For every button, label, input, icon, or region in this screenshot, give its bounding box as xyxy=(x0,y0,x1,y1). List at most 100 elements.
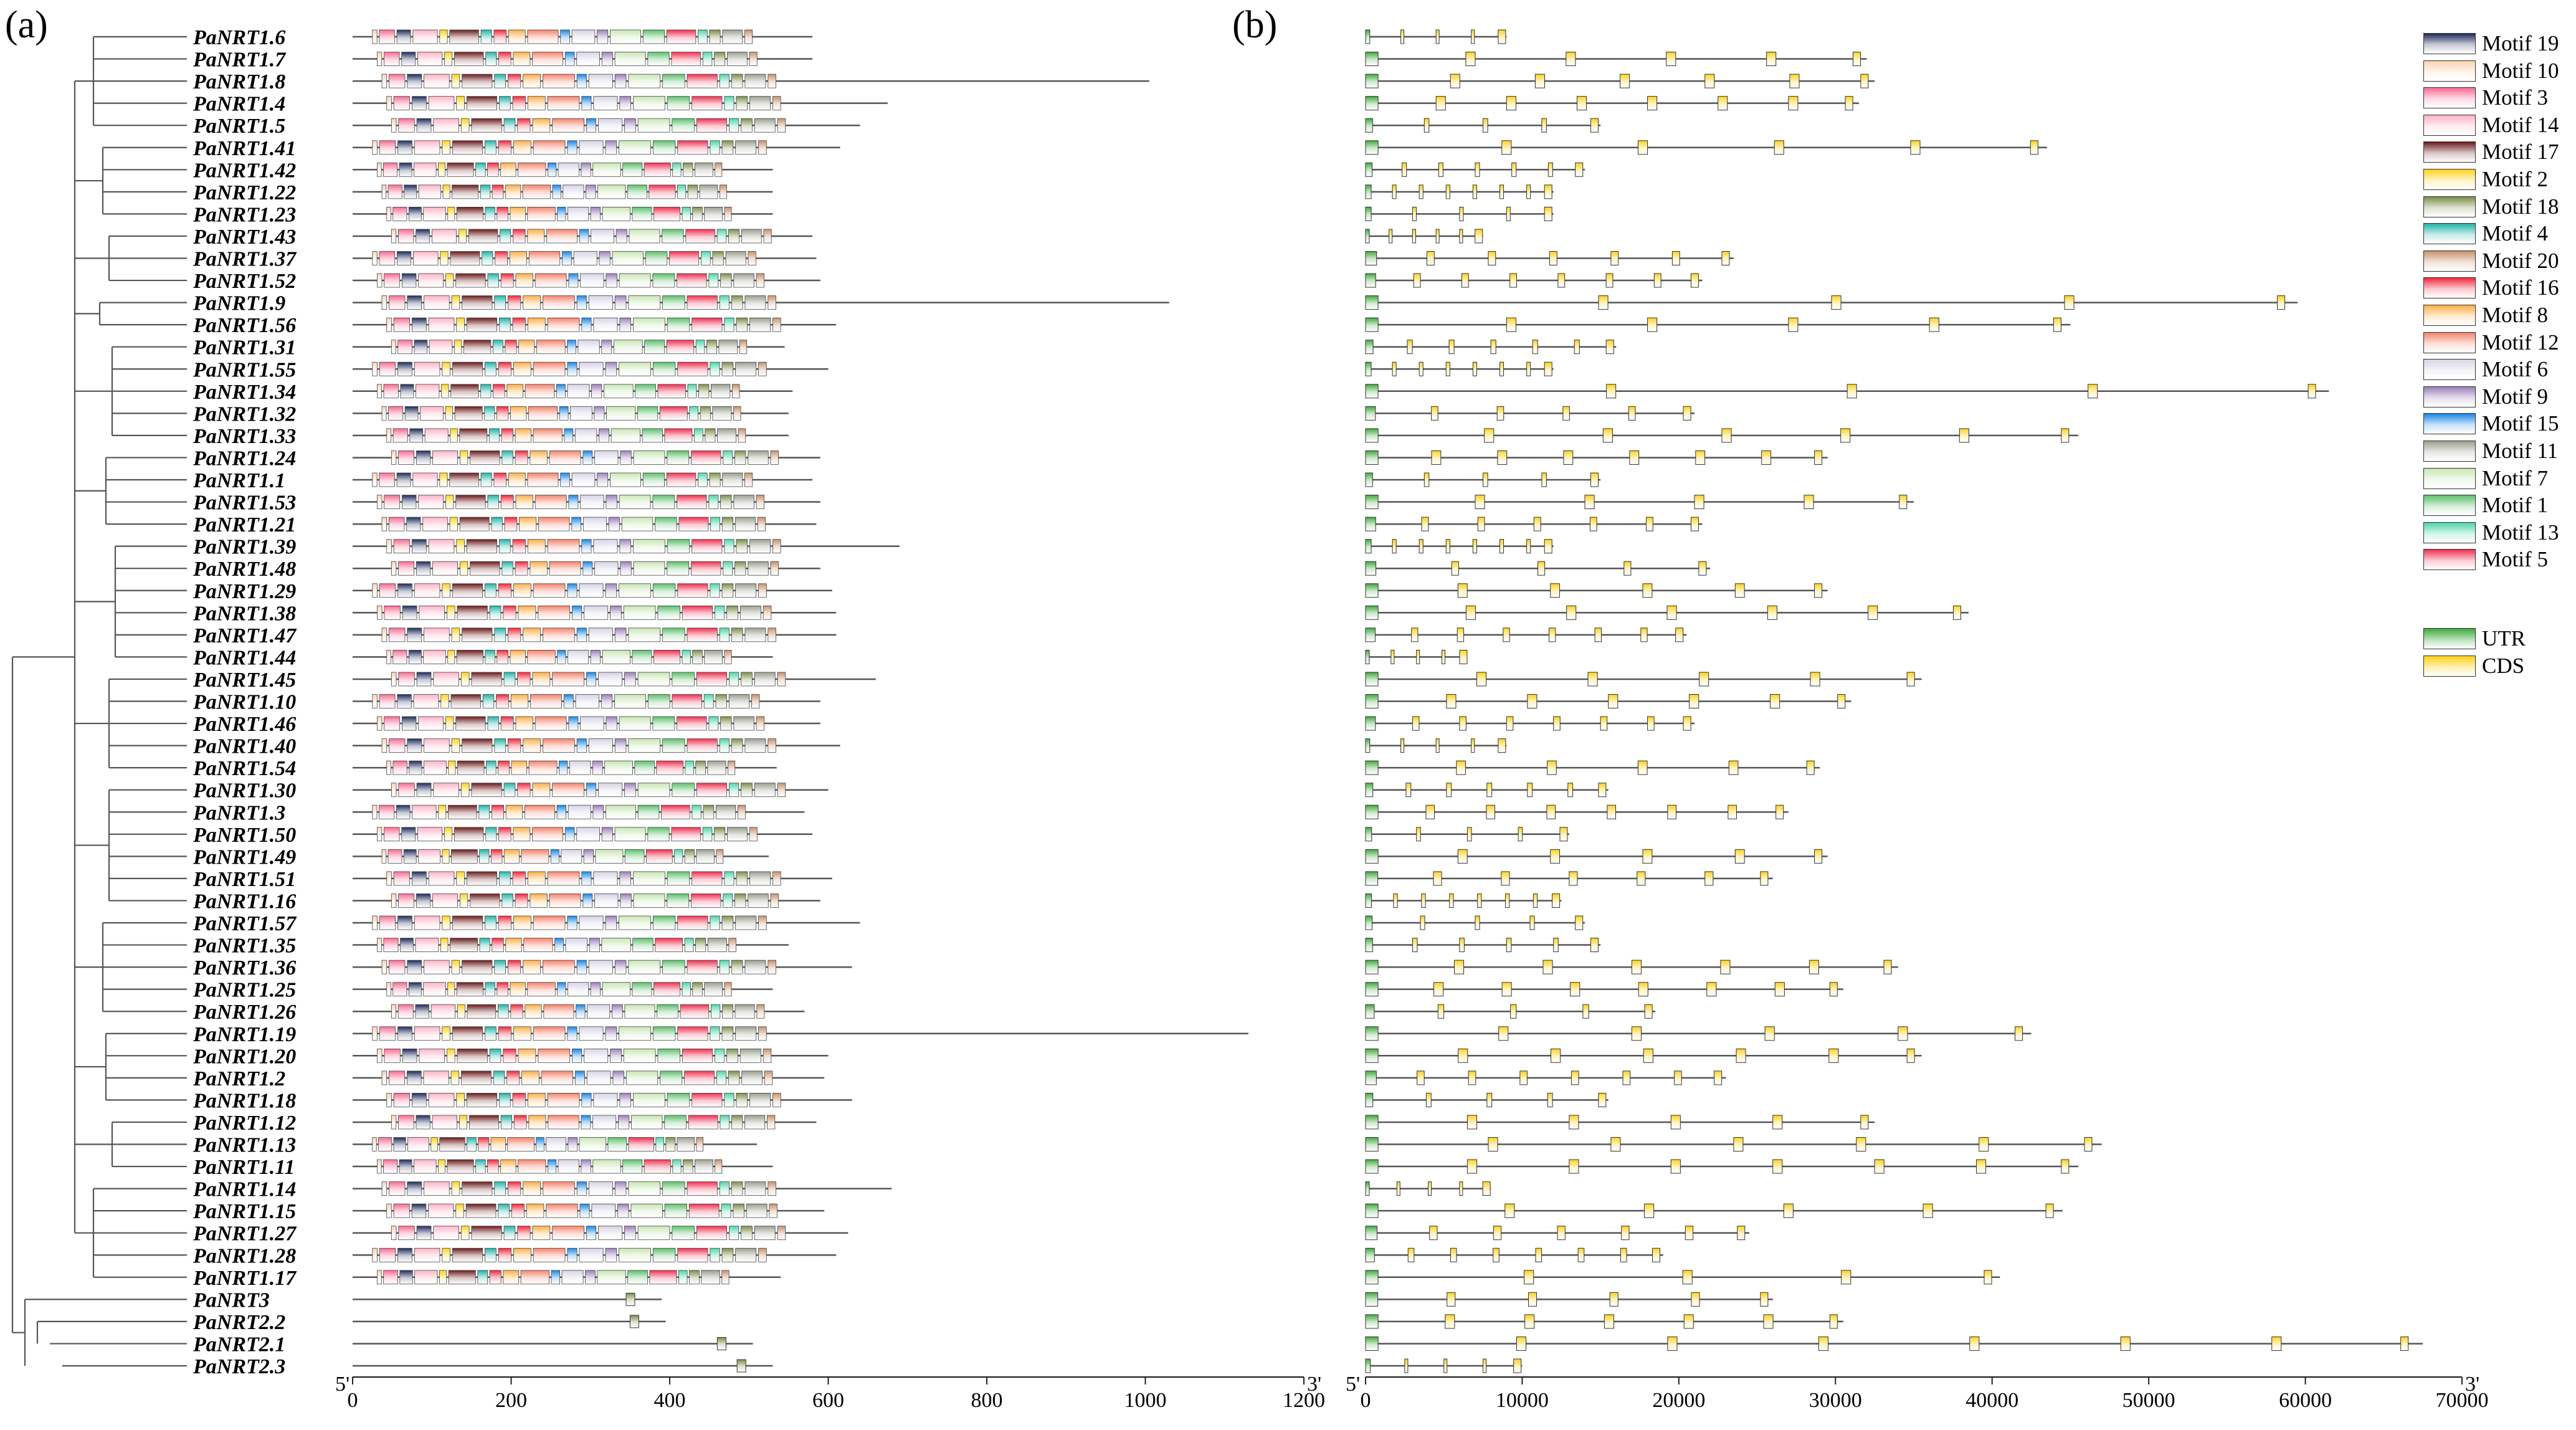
motif-box xyxy=(428,1203,454,1218)
motif-box xyxy=(430,1004,456,1019)
cds-box xyxy=(1448,340,1455,355)
cds-box xyxy=(1532,340,1538,355)
motif-box xyxy=(721,517,733,531)
motif-box xyxy=(538,1048,571,1063)
motif-box xyxy=(407,627,422,642)
motif-box xyxy=(389,738,406,753)
motif-box xyxy=(581,871,592,886)
motif-box xyxy=(558,162,579,177)
motif-box xyxy=(723,894,733,908)
motif-box xyxy=(501,894,513,908)
motif-box xyxy=(536,340,566,355)
motif-box xyxy=(391,229,397,244)
motif-box xyxy=(724,1093,734,1107)
legend-swatch xyxy=(2423,250,2476,272)
axis-tick-label: 30000 xyxy=(1809,1389,1862,1412)
motif-box xyxy=(508,627,521,642)
cds-box xyxy=(1483,1358,1487,1373)
legend-item: Motif 13 xyxy=(2423,520,2559,545)
legend-swatch xyxy=(2423,114,2476,136)
motif-box xyxy=(498,1247,511,1262)
motif-box xyxy=(460,118,470,133)
legend-label: Motif 2 xyxy=(2482,167,2548,191)
legend-swatch xyxy=(2423,467,2476,489)
motif-box xyxy=(576,295,587,310)
motif-box xyxy=(606,406,636,421)
motif-box xyxy=(452,1247,483,1262)
motif-box xyxy=(677,184,687,199)
motif-box xyxy=(397,1004,414,1019)
motif-box xyxy=(460,672,470,687)
cds-box xyxy=(1557,1226,1566,1241)
motif-box xyxy=(619,1026,651,1041)
cds-box xyxy=(1499,361,1504,376)
motif-box xyxy=(677,716,707,731)
cds-box xyxy=(1426,251,1435,265)
gene-label: PaNRT1.3 xyxy=(192,801,285,824)
motif-box xyxy=(379,29,395,44)
cds-box xyxy=(1637,140,1648,155)
motif-box xyxy=(428,96,455,111)
motif-box xyxy=(488,428,500,443)
motif-box xyxy=(499,1093,511,1107)
motif-box xyxy=(685,229,715,244)
cds-box xyxy=(1645,517,1653,531)
motif-box xyxy=(751,694,760,708)
motif-box xyxy=(708,495,719,509)
gene-label: PaNRT1.50 xyxy=(192,824,296,847)
utr-box xyxy=(1365,361,1372,376)
motif-box xyxy=(521,849,549,864)
motif-box xyxy=(372,583,378,598)
cds-box xyxy=(1451,561,1459,576)
cds-box xyxy=(1484,428,1495,443)
motif-box xyxy=(497,982,508,997)
motif-box xyxy=(758,140,767,155)
motif-box xyxy=(573,251,597,265)
motif-box xyxy=(396,29,411,44)
cds-box xyxy=(1685,1226,1694,1241)
motif-box xyxy=(508,295,521,310)
motif-box xyxy=(541,1070,573,1085)
cds-box xyxy=(1435,738,1440,753)
utr-box xyxy=(1365,162,1373,177)
motif-box xyxy=(605,140,617,155)
motif-box xyxy=(471,118,502,133)
motif-box xyxy=(772,871,781,886)
cds-box xyxy=(1767,605,1777,620)
motif-box xyxy=(706,340,717,355)
motif-box xyxy=(726,1048,738,1063)
motif-box xyxy=(508,472,526,487)
motif-box xyxy=(461,1070,492,1085)
motif-box xyxy=(372,140,378,155)
motif-box xyxy=(564,428,574,443)
motif-box xyxy=(672,1159,682,1174)
motif-box xyxy=(372,361,378,376)
motif-box xyxy=(703,804,715,819)
motif-box xyxy=(576,827,600,842)
cds-box xyxy=(1547,162,1553,177)
cds-box xyxy=(1860,74,1869,88)
motif-box xyxy=(413,251,439,265)
cds-box xyxy=(1493,1226,1502,1241)
motif-box xyxy=(614,627,627,642)
motif-box xyxy=(727,827,748,842)
cds-box xyxy=(1856,1137,1866,1151)
motif-box xyxy=(424,428,449,443)
gene-label: PaNRT1.27 xyxy=(192,1223,297,1246)
cds-box xyxy=(1808,960,1819,975)
motif-box xyxy=(513,827,531,842)
legend-item: Motif 14 xyxy=(2423,113,2559,138)
cds-box xyxy=(1419,184,1423,199)
motif-box xyxy=(460,1226,470,1241)
cds-box xyxy=(1922,1203,1933,1218)
cds-box xyxy=(1690,517,1699,531)
cds-box xyxy=(1553,938,1559,953)
cds-box xyxy=(1423,472,1430,487)
motif-box xyxy=(391,1004,396,1019)
motif-box xyxy=(407,1137,429,1151)
gene-label: PaNRT1.22 xyxy=(192,181,296,204)
motif-box xyxy=(754,672,776,687)
motif-box xyxy=(598,672,623,687)
cds-box xyxy=(1549,251,1557,265)
motif-box xyxy=(455,495,486,509)
